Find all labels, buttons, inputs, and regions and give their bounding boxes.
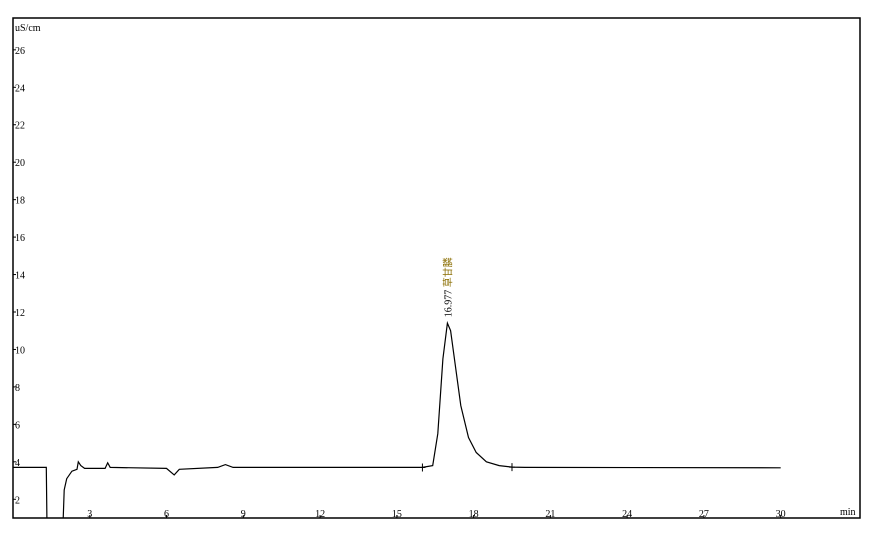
y-tick-label: 2	[15, 495, 20, 506]
y-tick-label: 18	[15, 196, 25, 207]
signal-line	[13, 320, 781, 518]
peak-label: 16.977 草甘膦	[441, 257, 454, 317]
y-tick-label: 14	[15, 271, 25, 282]
x-tick-label: 24	[622, 509, 632, 520]
y-unit: uS/cm	[15, 23, 41, 34]
x-tick-label: 18	[469, 509, 479, 520]
x-tick-label: 27	[699, 509, 709, 520]
y-tick-label: 16	[15, 233, 25, 244]
y-tick-label: 4	[15, 458, 20, 469]
x-tick-label: 9	[241, 509, 246, 520]
x-unit: min	[840, 507, 856, 518]
x-tick-label: 3	[87, 509, 92, 520]
x-tick-label: 12	[315, 509, 325, 520]
plot-frame	[12, 17, 861, 519]
y-tick-label: 10	[15, 345, 25, 356]
y-tick-label: 6	[15, 420, 20, 431]
y-tick-label: 26	[15, 46, 25, 57]
peak-time: 16.977	[443, 290, 454, 318]
x-tick-label: 21	[545, 509, 555, 520]
y-tick-label: 22	[15, 121, 25, 132]
baseline-marker	[508, 463, 515, 472]
y-tick-label: 24	[15, 83, 25, 94]
x-tick-label: 15	[392, 509, 402, 520]
y-tick-label: 8	[15, 383, 20, 394]
x-tick-label: 6	[164, 509, 169, 520]
plot-area	[13, 320, 781, 518]
y-tick-label: 12	[15, 308, 25, 319]
x-tick-label: 30	[776, 509, 786, 520]
peak-name: 草甘膦	[441, 257, 454, 287]
baseline-marker	[419, 463, 426, 472]
y-tick-label: 20	[15, 158, 25, 169]
